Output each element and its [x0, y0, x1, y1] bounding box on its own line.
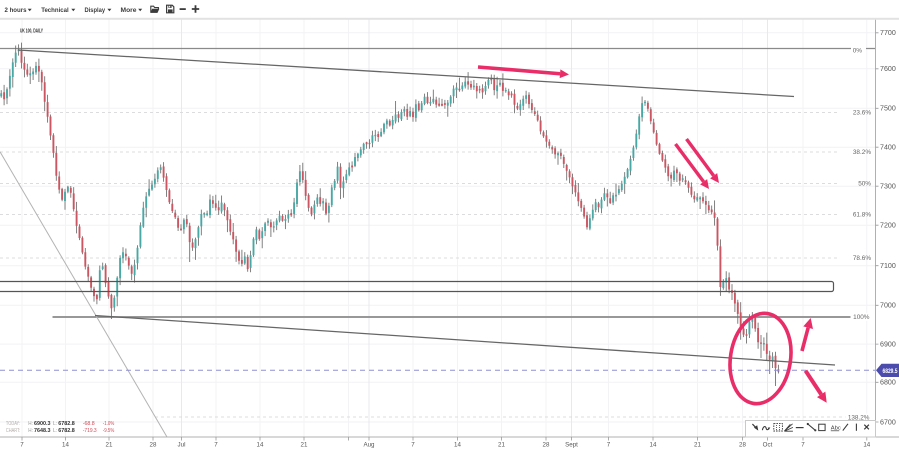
svg-text:6782.8: 6782.8 — [58, 428, 75, 434]
svg-text:L:: L: — [53, 421, 58, 427]
svg-text:28: 28 — [150, 442, 157, 449]
svg-text:7600: 7600 — [880, 65, 896, 73]
svg-text:21: 21 — [301, 442, 308, 449]
svg-text:Technical: Technical — [41, 7, 69, 14]
svg-text:Jul: Jul — [178, 442, 186, 449]
svg-text:21: 21 — [694, 442, 701, 449]
svg-text:7000: 7000 — [880, 302, 896, 310]
svg-text:6900: 6900 — [880, 340, 896, 348]
svg-text:More: More — [121, 7, 137, 14]
svg-text:-68.8: -68.8 — [83, 421, 95, 427]
svg-text:38.2%: 38.2% — [853, 149, 871, 156]
svg-text:138.2%: 138.2% — [848, 415, 870, 422]
svg-text:6829.5: 6829.5 — [883, 369, 899, 375]
svg-text:7: 7 — [214, 442, 218, 449]
svg-text:78.6%: 78.6% — [853, 255, 871, 262]
svg-text:14: 14 — [62, 442, 69, 449]
svg-text:Aug: Aug — [363, 442, 375, 449]
svg-text:H:: H: — [28, 421, 33, 427]
svg-text:7: 7 — [801, 442, 805, 449]
svg-text:14: 14 — [863, 442, 870, 449]
svg-text:23.6%: 23.6% — [853, 110, 871, 117]
svg-text:6800: 6800 — [880, 379, 896, 387]
svg-text:Oct: Oct — [763, 442, 773, 449]
svg-text:7200: 7200 — [880, 222, 896, 230]
svg-text:7: 7 — [607, 442, 611, 449]
svg-text:6700: 6700 — [880, 418, 896, 426]
svg-text:7100: 7100 — [880, 262, 896, 270]
svg-text:TODAY:: TODAY: — [6, 421, 21, 427]
svg-text:CHART:: CHART: — [6, 428, 21, 434]
svg-text:50%: 50% — [858, 181, 871, 188]
svg-text:L:: L: — [53, 428, 58, 434]
svg-text:6782.8: 6782.8 — [58, 421, 75, 427]
svg-text:6900.3: 6900.3 — [34, 421, 51, 427]
svg-text:-1.0%: -1.0% — [103, 421, 115, 427]
svg-text:14: 14 — [650, 442, 657, 449]
svg-text:21: 21 — [106, 442, 113, 449]
svg-text:Sept: Sept — [565, 442, 578, 449]
svg-text:7648.3: 7648.3 — [34, 428, 51, 434]
svg-text:UK 100, DAILY: UK 100, DAILY — [20, 28, 43, 34]
svg-text:7400: 7400 — [880, 144, 896, 152]
svg-text:14: 14 — [257, 442, 264, 449]
svg-text:7: 7 — [20, 442, 24, 449]
svg-text:61.8%: 61.8% — [853, 212, 871, 219]
svg-text:2 hours: 2 hours — [5, 7, 27, 14]
svg-text:21: 21 — [498, 442, 505, 449]
svg-text:H:: H: — [28, 428, 33, 434]
svg-text:28: 28 — [739, 442, 746, 449]
svg-text:7300: 7300 — [880, 183, 896, 191]
svg-text:28: 28 — [543, 442, 550, 449]
svg-text:7: 7 — [411, 442, 415, 449]
svg-text:7700: 7700 — [880, 29, 896, 37]
svg-text:0%: 0% — [853, 48, 863, 55]
svg-text:100%: 100% — [853, 314, 870, 321]
svg-text:-9.5%: -9.5% — [103, 428, 115, 434]
svg-text:7500: 7500 — [880, 105, 896, 113]
svg-text:Display: Display — [85, 7, 106, 14]
svg-text:-719.3: -719.3 — [83, 428, 97, 434]
svg-text:Abc: Abc — [831, 426, 841, 432]
svg-text:14: 14 — [454, 442, 461, 449]
